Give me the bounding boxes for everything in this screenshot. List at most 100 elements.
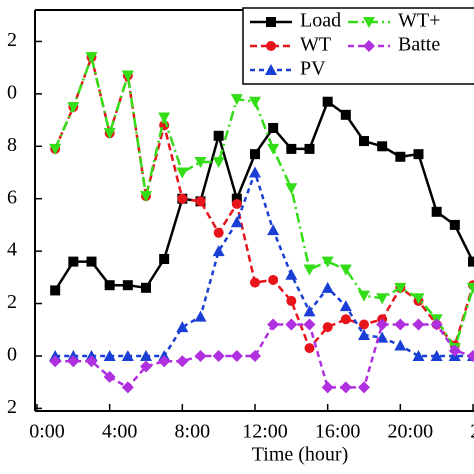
marker [50, 285, 61, 296]
marker [158, 355, 171, 368]
marker [431, 206, 442, 217]
marker [286, 143, 297, 154]
marker [231, 198, 242, 209]
marker [413, 149, 424, 160]
marker [468, 256, 474, 267]
marker [339, 264, 352, 276]
marker [304, 343, 315, 354]
series-line [54, 99, 474, 292]
marker [267, 318, 280, 331]
marker [358, 381, 370, 394]
marker [412, 349, 425, 361]
marker [249, 349, 261, 362]
marker [321, 256, 334, 268]
x-tick-label: 20:00 [388, 421, 434, 443]
marker [412, 318, 425, 331]
marker [49, 355, 62, 368]
marker [176, 167, 189, 179]
marker [376, 331, 389, 343]
marker [358, 328, 370, 340]
x-axis-label: Time (hour) [252, 444, 348, 466]
marker [285, 318, 298, 331]
marker [230, 216, 243, 228]
marker [104, 280, 115, 291]
marker [303, 264, 316, 276]
y-tick-label: 6 [7, 186, 17, 208]
marker [394, 282, 407, 294]
marker [176, 355, 189, 368]
x-tick-label: 0:00 [29, 421, 65, 443]
marker [212, 349, 225, 362]
marker [85, 52, 98, 64]
marker [122, 280, 133, 291]
marker [449, 219, 460, 230]
marker [340, 314, 351, 325]
marker [212, 245, 225, 257]
marker [230, 349, 243, 362]
marker [121, 349, 134, 361]
x-tick-label: 16:00 [315, 421, 361, 443]
marker [121, 70, 134, 82]
y-tick-label: 2 [7, 396, 17, 418]
marker [212, 157, 225, 169]
series-line [54, 52, 474, 352]
marker [304, 143, 315, 154]
marker [395, 151, 406, 162]
marker [339, 300, 352, 312]
marker [121, 381, 134, 394]
marker [67, 101, 80, 113]
marker [376, 293, 389, 305]
marker [194, 349, 207, 362]
legend-marker [363, 40, 375, 52]
legend-marker [266, 41, 276, 51]
x-tick-label: 12:00 [242, 421, 288, 443]
legend-label: Load [300, 10, 341, 32]
marker [213, 130, 224, 141]
marker [467, 349, 474, 362]
marker [194, 157, 207, 169]
marker [268, 122, 279, 133]
y-tick-label: 4 [7, 239, 17, 261]
marker [68, 256, 79, 267]
marker [303, 305, 316, 317]
marker [268, 274, 279, 285]
marker [140, 349, 152, 361]
marker [267, 143, 280, 155]
series-line [54, 52, 474, 351]
marker [249, 166, 261, 178]
marker [159, 253, 170, 264]
marker [67, 355, 80, 368]
marker [339, 381, 352, 394]
marker [321, 281, 334, 293]
legend-label: Batte [398, 34, 440, 56]
marker [340, 109, 351, 120]
marker [249, 96, 261, 108]
marker [285, 183, 298, 195]
marker [377, 141, 388, 152]
marker [85, 355, 98, 368]
marker [140, 360, 152, 373]
legend-marker [363, 17, 375, 28]
marker [250, 277, 260, 288]
marker [303, 318, 316, 331]
x-tick-label: 8:00 [175, 421, 211, 443]
marker [467, 282, 474, 294]
marker [231, 193, 242, 204]
marker [359, 319, 369, 330]
marker [376, 318, 389, 331]
marker [177, 193, 188, 204]
legend-marker [266, 17, 276, 27]
y-tick-label: 0 [7, 344, 17, 366]
marker [394, 318, 407, 331]
legend-label: WT [300, 34, 331, 56]
marker [286, 295, 297, 306]
series-line [55, 323, 474, 390]
y-tick-label: 2 [7, 291, 17, 313]
x-tick-label: 4:00 [102, 421, 138, 443]
marker [448, 344, 461, 357]
x-tick-label: 24: [470, 421, 474, 443]
marker [103, 128, 116, 140]
marker [394, 339, 407, 351]
